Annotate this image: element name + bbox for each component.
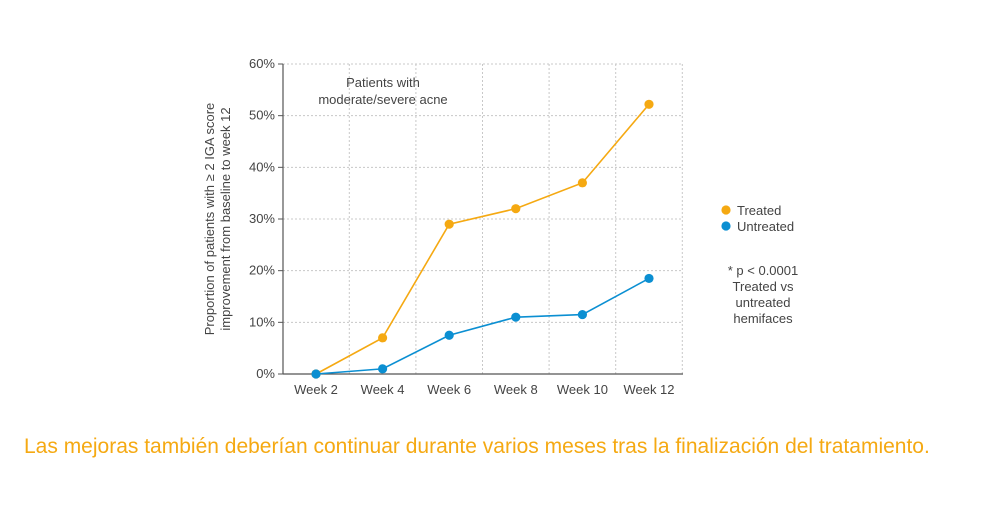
legend-label-untreated: Untreated (737, 219, 794, 234)
y-axis-label-line1: Proportion of patients with ≥ 2 IGA scor… (202, 103, 217, 336)
legend-label-treated: Treated (737, 203, 781, 218)
note-line-1: * p < 0.0001 (728, 263, 798, 278)
data-point-treated (378, 333, 388, 343)
legend-marker-treated (721, 205, 731, 215)
legend-marker-untreated (721, 221, 731, 231)
note-line-4: hemifaces (733, 311, 793, 326)
data-point-untreated (378, 364, 388, 374)
y-tick-label: 40% (249, 159, 275, 174)
chart-annotation-line2: moderate/severe acne (318, 92, 447, 107)
series-group (311, 99, 654, 379)
y-tick-label: 50% (249, 108, 275, 123)
x-tick-label: Week 12 (623, 382, 674, 397)
note-line-3: untreated (736, 295, 791, 310)
data-point-untreated (311, 369, 321, 379)
x-tick-label: Week 10 (557, 382, 608, 397)
series-line-treated (315, 103, 650, 375)
y-tick-label: 10% (249, 314, 275, 329)
series-line-untreated (315, 277, 650, 375)
note-line-2: Treated vs (733, 279, 794, 294)
x-tick-label: Week 8 (494, 382, 538, 397)
y-tick-label: 60% (249, 56, 275, 71)
data-point-treated (444, 219, 454, 229)
caption-text: Las mejoras también deberían continuar d… (24, 435, 930, 458)
y-tick-label: 30% (249, 211, 275, 226)
x-tick-label: Week 6 (427, 382, 471, 397)
x-tick-label: Week 2 (294, 382, 338, 397)
y-tick-label: 0% (256, 366, 275, 381)
x-tick-label: Week 4 (361, 382, 405, 397)
y-axis-label-line2: improvement from baseline to week 12 (218, 107, 233, 330)
data-point-untreated (577, 309, 588, 320)
significance-note: * p < 0.0001 Treated vs untreated hemifa… (728, 263, 798, 326)
x-tick-labels: Week 2 Week 4 Week 6 Week 8 Week 10 Week 12 (294, 382, 674, 397)
chart-annotation-line1: Patients with (346, 75, 420, 90)
data-point-treated (511, 204, 521, 214)
data-point-untreated (511, 312, 521, 322)
data-point-treated (644, 99, 654, 109)
y-tick-labels: 0% 10% 20% 30% 40% 50% 60% (249, 56, 275, 381)
grid-lines (283, 63, 683, 374)
chart-axes (278, 63, 683, 375)
data-point-untreated (644, 273, 654, 284)
data-point-treated (577, 178, 588, 188)
data-point-untreated (444, 330, 454, 340)
y-tick-label: 20% (249, 263, 275, 278)
